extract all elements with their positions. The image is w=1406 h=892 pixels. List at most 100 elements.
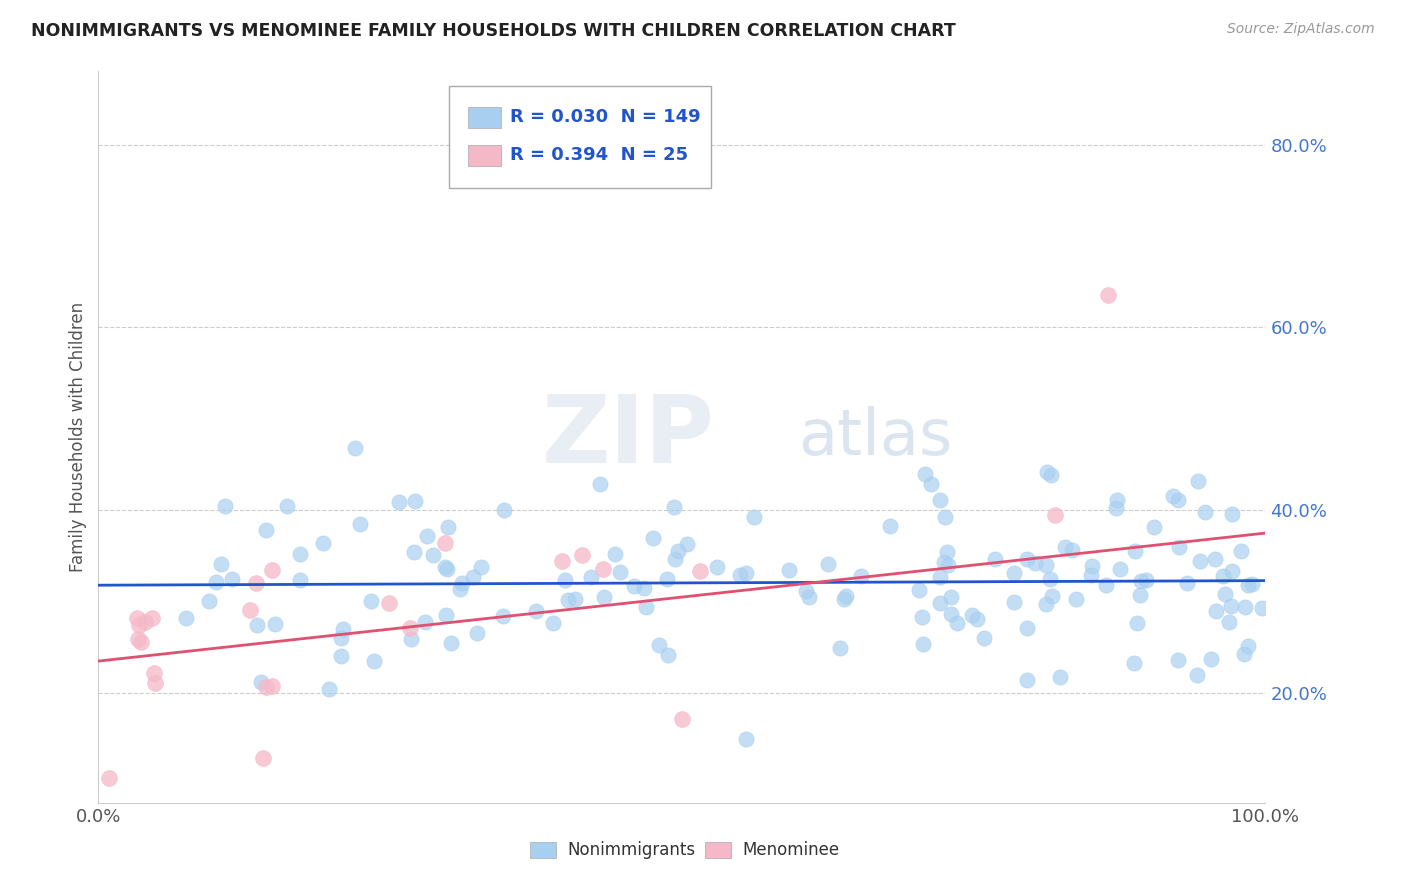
Point (449, 582, 471, 597)
Point (609, 565, 631, 579)
Point (131, 635, 153, 649)
Point (198, 594, 221, 608)
Point (461, 570, 484, 584)
Point (1054, 541, 1077, 555)
Point (1109, 561, 1132, 575)
Text: Menominee: Menominee (742, 841, 839, 859)
Text: NONIMMIGRANTS VS MENOMINEE FAMILY HOUSEHOLDS WITH CHILDREN CORRELATION CHART: NONIMMIGRANTS VS MENOMINEE FAMILY HOUSEH… (31, 22, 956, 40)
Point (141, 611, 163, 625)
Point (404, 545, 426, 559)
Point (571, 548, 593, 562)
Point (1123, 656, 1146, 670)
Point (262, 563, 284, 577)
Y-axis label: Family Households with Children: Family Households with Children (69, 302, 87, 572)
Point (1035, 558, 1057, 573)
Point (648, 638, 671, 652)
Point (1125, 544, 1147, 558)
FancyBboxPatch shape (706, 842, 731, 858)
Point (1189, 554, 1212, 568)
FancyBboxPatch shape (530, 842, 555, 858)
Point (797, 590, 820, 604)
Point (941, 607, 963, 622)
Point (329, 649, 352, 664)
Point (1213, 587, 1236, 601)
Point (1220, 507, 1243, 521)
Point (250, 675, 273, 690)
Point (1040, 589, 1063, 603)
Point (1237, 639, 1260, 653)
FancyBboxPatch shape (468, 107, 501, 128)
Point (830, 640, 852, 655)
Text: atlas: atlas (799, 406, 953, 468)
Point (641, 531, 664, 545)
Point (436, 561, 458, 575)
Point (125, 610, 148, 624)
Text: Source: ZipAtlas.com: Source: ZipAtlas.com (1227, 22, 1375, 37)
Point (1017, 552, 1039, 566)
Point (657, 648, 679, 662)
Point (214, 499, 236, 513)
Point (962, 608, 984, 623)
Point (378, 596, 401, 610)
Point (1002, 566, 1025, 580)
Point (938, 558, 960, 572)
Point (934, 509, 956, 524)
Point (221, 572, 243, 586)
Point (344, 441, 367, 455)
Point (912, 637, 935, 651)
Point (127, 632, 149, 646)
Point (494, 503, 516, 517)
Point (311, 536, 333, 550)
Point (1220, 564, 1243, 578)
Point (1095, 578, 1118, 592)
Point (252, 751, 274, 765)
Point (541, 615, 564, 630)
Point (1237, 578, 1260, 592)
Point (246, 618, 269, 632)
Point (209, 557, 232, 571)
Point (332, 622, 354, 636)
Point (579, 570, 602, 584)
Point (290, 573, 312, 587)
Point (1135, 573, 1157, 587)
Point (742, 510, 765, 524)
Point (1185, 668, 1208, 682)
Point (794, 583, 817, 598)
Point (939, 591, 962, 605)
Point (778, 563, 800, 577)
Point (849, 568, 872, 582)
Point (1035, 597, 1057, 611)
FancyBboxPatch shape (449, 86, 711, 188)
Point (1017, 621, 1039, 635)
Point (451, 575, 474, 590)
Point (1040, 468, 1063, 483)
Point (1125, 616, 1147, 631)
Point (415, 615, 437, 629)
Point (1211, 569, 1233, 583)
Point (1167, 653, 1189, 667)
Point (399, 620, 422, 634)
Point (1233, 600, 1256, 615)
Point (524, 604, 547, 618)
Point (671, 712, 693, 726)
Point (557, 592, 579, 607)
Point (832, 592, 855, 607)
Point (929, 570, 952, 584)
Point (1015, 673, 1038, 688)
FancyBboxPatch shape (468, 145, 501, 166)
Point (276, 499, 298, 513)
Point (143, 675, 166, 690)
Point (593, 590, 616, 604)
Point (254, 523, 277, 537)
Point (735, 566, 758, 580)
Point (551, 554, 574, 568)
Point (176, 611, 198, 625)
Point (1175, 576, 1198, 591)
Point (928, 596, 950, 610)
Point (554, 573, 576, 587)
Point (728, 567, 751, 582)
Point (399, 632, 422, 646)
Point (1129, 588, 1152, 602)
Point (416, 529, 439, 543)
Point (134, 615, 156, 629)
